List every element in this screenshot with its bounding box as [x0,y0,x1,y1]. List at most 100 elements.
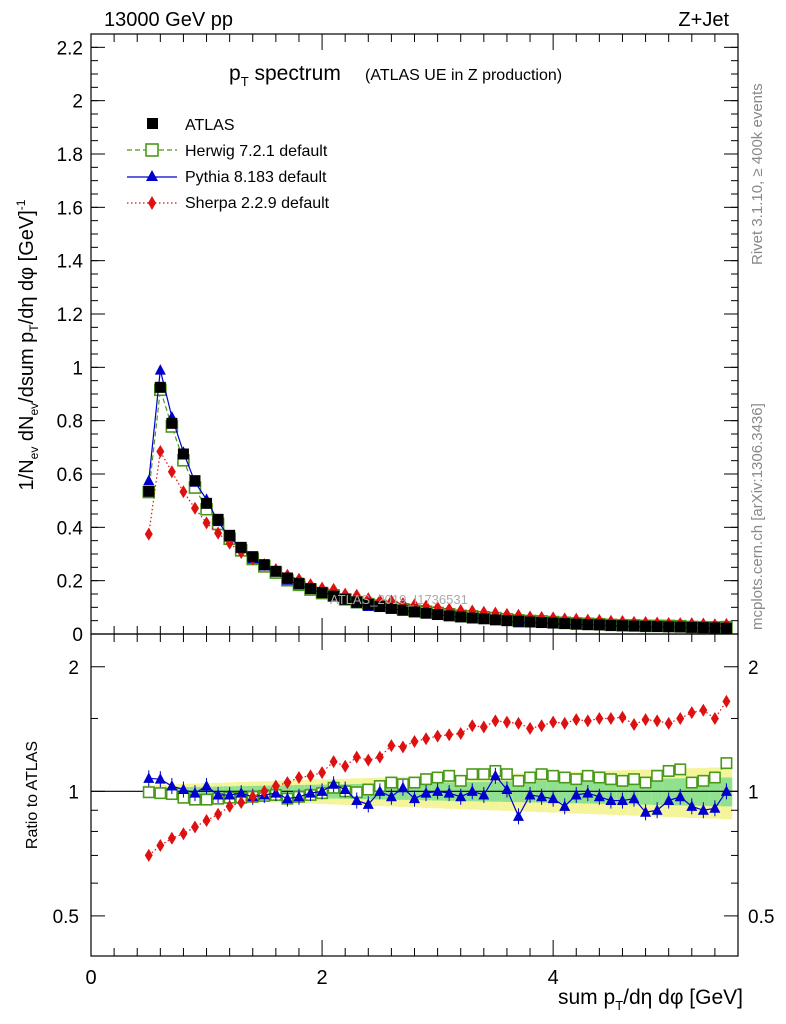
ratio-data-point [697,804,709,815]
ratio-data-point [200,793,213,806]
main-data-point [697,622,709,634]
main-data-point [455,611,467,623]
main-data-point [167,465,176,479]
ratio-data-point [664,716,673,730]
ratio-data-point [154,787,167,800]
main-data-point [177,448,189,460]
ratio-data-point [593,771,606,784]
ratio-data-point [466,768,479,781]
ratio-data-point [362,798,374,809]
ratio-data-point [212,788,224,800]
ratio-data-point [674,790,686,802]
main-data-point [605,619,617,631]
main-y-tick-label: 0.6 [57,465,83,486]
ratio-data-point [514,716,523,730]
ratio-data-point [524,788,536,800]
main-data-point [179,485,188,499]
ratio-data-point [502,715,511,729]
ratio-data-point [686,800,698,811]
legend-marker-herwig [145,143,159,157]
ratio-data-point [422,732,431,746]
ratio-data-point [397,781,409,793]
watermark: ATLAS_2019_I1736531 [330,592,468,607]
ratio-data-point [339,783,351,795]
ratio-x-tick-label: 4 [548,967,559,989]
main-data-point [466,612,478,624]
ratio-data-point [225,799,234,813]
ratio-data-point [281,792,293,804]
ratio-data-point [583,714,592,728]
main-data-point [686,621,698,633]
main-data-point [247,551,259,563]
main-data-point [478,613,490,625]
ratio-panel: 0.5 0.5 1 1 2 2 0 2 4 Ratio to ATLAS sum pT/dη d… [24,633,774,1013]
main-data-point [489,614,501,626]
ratio-data-point [595,711,604,725]
main-y-tick-label: 0.8 [57,412,83,433]
ratio-data-point [341,759,350,773]
ratio-data-point [143,772,155,783]
chart-title-pt: pT spectrum [229,62,341,89]
ratio-data-point [699,703,708,717]
ratio-data-point [445,728,454,742]
ratio-data-point [478,788,490,800]
main-data-point [524,616,536,628]
rivet-label: Rivet 3.1.10, ≥ 400k events [749,83,766,265]
ratio-data-point [720,785,732,796]
main-data-point [305,583,317,595]
ratio-data-point [374,785,386,796]
ratio-data-point [375,750,384,764]
main-y-tick-label: 1.8 [57,145,83,166]
ratio-data-point [443,787,455,798]
ratio-data-point [202,814,211,828]
ratio-data-point [235,787,247,798]
ratio-data-point [710,711,719,725]
ratio-data-point [179,827,188,841]
main-data-point [235,541,247,553]
main-data-point [397,604,409,616]
main-data-point [443,610,455,622]
legend-label-pythia: Pythia 8.183 default [185,169,327,186]
main-data-point [674,621,686,633]
ratio-data-point [329,755,338,769]
ratio-data-point [641,713,650,727]
main-data-point [663,621,675,633]
ratio-data-point [639,776,652,789]
ratio-data-point [651,804,663,815]
ratio-data-point [271,779,280,793]
ratio-data-point [237,795,246,809]
ratio-data-point [535,768,548,781]
main-axis-ticks: 0 0.2 0.4 0.6 0.8 1 1.2 1.4 1.6 1.8 2 2.2 [57,34,738,646]
ratio-series-group [142,694,733,862]
ratio-data-point [536,790,548,802]
ratio-data-point [316,785,328,796]
ratio-data-point [431,771,444,784]
ratio-data-point [166,780,178,791]
ratio-data-point [709,802,721,813]
ratio-y-tick-label-right: 2 [748,658,759,679]
ratio-data-point [479,720,488,734]
main-y-tick-label: 1 [72,358,83,379]
main-data-point [559,618,571,630]
ratio-data-point [687,706,696,720]
main-panel: 0 0.2 0.4 0.6 0.8 1 1.2 1.4 1.6 1.8 2 2.2 pT spectr… [14,33,739,646]
main-data-point [536,617,548,629]
mcplots-label: mcplots.cern.ch [arXiv:1306.3436] [749,403,766,630]
process-label: Z+Jet [678,9,729,31]
main-data-point [628,620,640,632]
ratio-data-point [547,769,560,782]
ratio-data-point [477,768,490,781]
main-data-point [409,606,420,618]
ratio-data-point [501,783,513,795]
main-data-point [212,513,224,525]
ratio-data-point [468,719,477,733]
main-data-point [189,475,201,487]
ratio-data-point [572,713,581,727]
ratio-data-point [420,787,432,798]
main-data-point [570,618,582,630]
main-y-tick-label: 1.4 [57,252,84,273]
main-data-point [154,381,166,393]
main-y-tick-label: 2.2 [57,38,83,59]
ratio-data-point [663,794,675,806]
main-data-point [720,622,732,634]
